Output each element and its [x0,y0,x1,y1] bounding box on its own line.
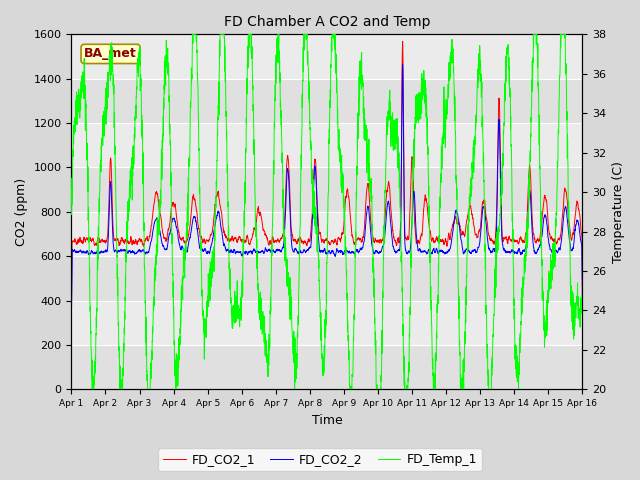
FD_Temp_1 [88,386,96,392]
Line: FD_Temp_1: FD_Temp_1 [72,35,582,389]
FD_Temp_1 [264,372,271,377]
FD_Temp_1 [514,368,522,373]
FD_CO2_2 [156,228,164,234]
FD_CO2_1 [156,212,164,217]
Line: FD_CO2_1: FD_CO2_1 [72,41,582,314]
Bar [72,79,582,123]
FD_CO2_2 [569,246,577,252]
FD_Temp_1 [126,191,134,196]
Bar [72,123,582,168]
FD_CO2_2 [68,317,76,323]
FD_Temp_1 [569,326,577,332]
FD_CO2_1 [399,38,406,44]
Bar [72,168,582,212]
FD_CO2_1 [569,232,577,238]
FD_CO2_1 [68,311,76,317]
FD_CO2_1 [264,237,271,242]
Y-axis label: CO2 (ppm): CO2 (ppm) [15,178,28,246]
FD_CO2_2 [399,61,406,67]
FD_CO2_2 [126,248,134,253]
FD_CO2_2 [285,196,293,202]
FD_CO2_1 [579,290,586,296]
Bar [72,300,582,345]
Text: BA_met: BA_met [84,48,137,60]
FD_CO2_2 [264,249,271,254]
Bar [72,35,582,79]
FD_CO2_2 [579,300,586,306]
FD_CO2_1 [126,240,134,246]
FD_CO2_1 [285,180,293,186]
Legend: FD_CO2_1, FD_CO2_2, FD_Temp_1: FD_CO2_1, FD_CO2_2, FD_Temp_1 [158,448,482,471]
FD_Temp_1 [286,279,294,285]
FD_CO2_2 [514,250,522,256]
FD_Temp_1 [189,32,196,37]
Title: FD Chamber A CO2 and Temp: FD Chamber A CO2 and Temp [224,15,430,29]
Line: FD_CO2_2: FD_CO2_2 [72,64,582,320]
FD_Temp_1 [579,299,586,304]
Bar [72,256,582,300]
X-axis label: Time: Time [312,414,342,427]
Bar [72,345,582,389]
FD_CO2_1 [514,239,522,245]
FD_Temp_1 [68,212,76,217]
FD_Temp_1 [156,200,164,206]
Y-axis label: Temperature (C): Temperature (C) [612,161,625,263]
Bar [72,212,582,256]
